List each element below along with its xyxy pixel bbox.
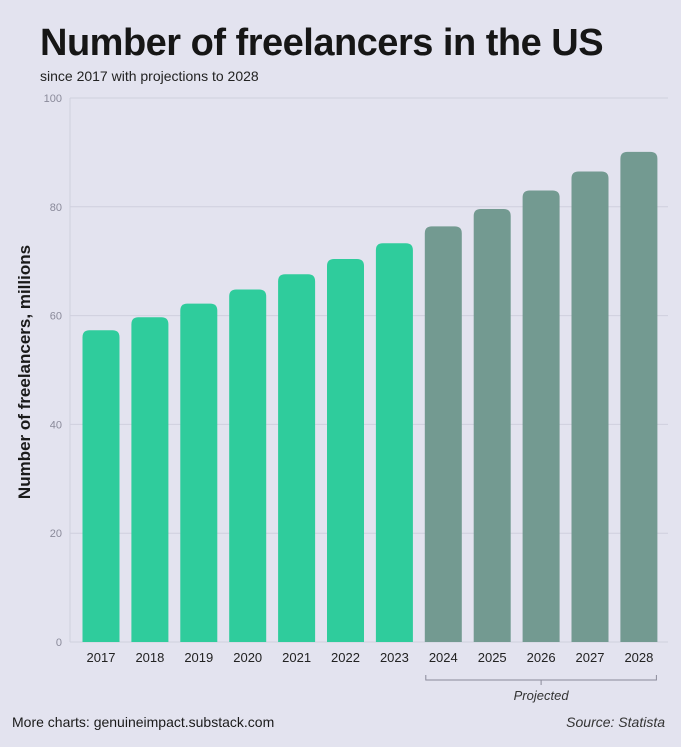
x-tick-label-2024: 2024: [429, 650, 458, 665]
y-tick-label: 40: [50, 419, 62, 431]
bar-2026: [522, 190, 560, 643]
bar-2019: [180, 303, 218, 642]
x-tick-label-2025: 2025: [478, 650, 507, 665]
x-tick-label-2020: 2020: [233, 650, 262, 665]
more-charts-link[interactable]: More charts: genuineimpact.substack.com: [12, 714, 275, 730]
bar-2025: [473, 208, 511, 642]
bar-2024: [424, 226, 462, 642]
y-tick-label: 0: [56, 637, 62, 649]
bar-2023: [375, 243, 413, 643]
bar-2021: [278, 274, 316, 642]
y-tick-label: 20: [50, 528, 62, 540]
x-tick-label-2018: 2018: [135, 650, 164, 665]
bar-2017: [82, 330, 120, 642]
chart-subtitle: since 2017 with projections to 2028: [40, 68, 259, 84]
source-note: Source: Statista: [566, 714, 665, 730]
bar-2028: [620, 151, 658, 642]
projected-label: Projected: [514, 688, 570, 703]
bar-2020: [229, 289, 267, 642]
y-tick-label: 60: [50, 311, 62, 323]
x-tick-label-2019: 2019: [184, 650, 213, 665]
chart-title: Number of freelancers in the US: [40, 22, 604, 64]
projected-bracket: [425, 675, 657, 681]
x-tick-label-2027: 2027: [576, 650, 605, 665]
x-tick-label-2022: 2022: [331, 650, 360, 665]
x-tick-label-2017: 2017: [87, 650, 116, 665]
x-tick-label-2023: 2023: [380, 650, 409, 665]
y-tick-label: 80: [50, 202, 62, 214]
x-tick-label-2028: 2028: [624, 650, 653, 665]
y-tick-label: 100: [44, 93, 62, 105]
bar-2022: [327, 259, 364, 642]
bar-2027: [571, 171, 609, 642]
bar-2018: [131, 317, 169, 642]
x-tick-label-2021: 2021: [282, 650, 311, 665]
x-tick-label-2026: 2026: [527, 650, 556, 665]
